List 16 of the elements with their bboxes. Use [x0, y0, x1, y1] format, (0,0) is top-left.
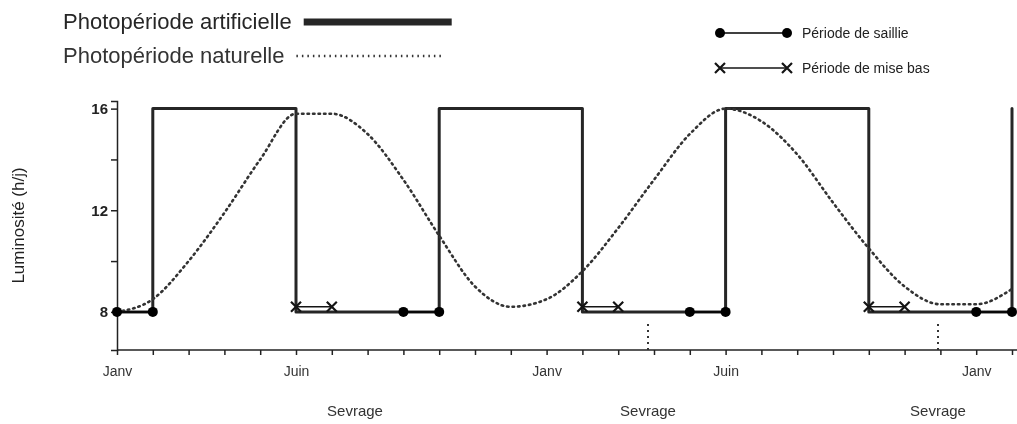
text: Sevrage [620, 402, 676, 419]
y-tick-label: 8 [99, 303, 108, 321]
text: Sevrage [327, 402, 383, 419]
legend-label: Période de saillie [802, 25, 909, 41]
x-tick-label: Janv [102, 363, 133, 380]
y-tick-label: 16 [91, 99, 108, 117]
x-tick-label: Juin [713, 363, 739, 380]
legend-label: Période de mise bas [802, 60, 930, 76]
text: Photopériode naturelle [63, 43, 285, 68]
y-axis-title: Luminosité (h/j) [9, 167, 28, 284]
x-tick-label: Juin [283, 363, 310, 380]
y-tick-label: 12 [91, 201, 108, 219]
x-tick-label: Janv [532, 363, 562, 380]
text: Sevrage [910, 402, 966, 419]
text: Photopériode artificielle [63, 9, 292, 34]
x-tick-label: Janv [961, 363, 992, 380]
